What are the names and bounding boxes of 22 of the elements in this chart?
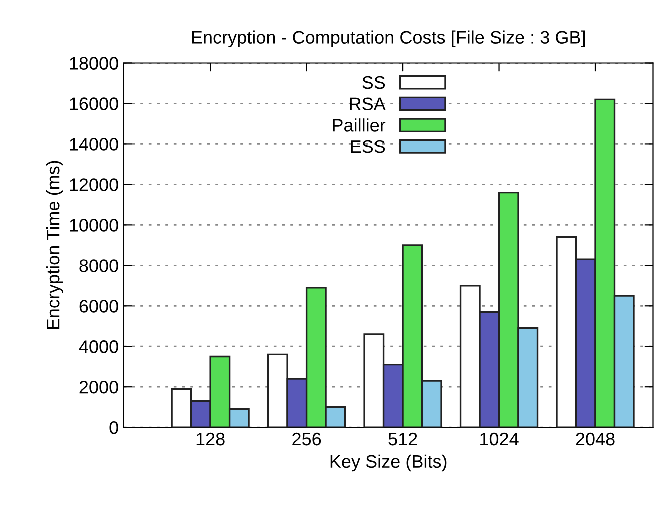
x-tick-label: 1024 bbox=[480, 432, 519, 446]
y-tick-label: 16000 bbox=[70, 98, 118, 110]
y-tick-label: 2000 bbox=[80, 381, 118, 394]
y-tick-label: 6000 bbox=[80, 300, 118, 313]
y-tick-label: 14000 bbox=[70, 138, 118, 151]
legend-label: Paillier bbox=[333, 118, 386, 132]
chart-title: Encryption - Computation Costs [File Size : 3 GB] bbox=[192, 30, 586, 48]
legend-label: SS bbox=[362, 76, 386, 90]
y-tick-label: 12000 bbox=[70, 178, 118, 192]
y-tick-label: 10000 bbox=[70, 219, 118, 232]
y-tick-label: 8000 bbox=[80, 260, 118, 272]
legend-label: ESS bbox=[351, 140, 386, 154]
y-axis-title: Encryption Time (ms) bbox=[46, 161, 64, 330]
legend-label: RSA bbox=[350, 98, 386, 110]
y-tick-label: 0 bbox=[110, 422, 118, 434]
x-tick-label: 2048 bbox=[576, 432, 615, 446]
x-axis-title: Key Size (Bits) bbox=[330, 454, 447, 472]
x-tick-label: 256 bbox=[292, 432, 322, 446]
x-tick-label: 512 bbox=[388, 432, 418, 446]
y-tick-label: 18000 bbox=[70, 57, 118, 70]
x-tick-label: 128 bbox=[196, 432, 225, 446]
y-tick-label: 4000 bbox=[79, 340, 118, 354]
